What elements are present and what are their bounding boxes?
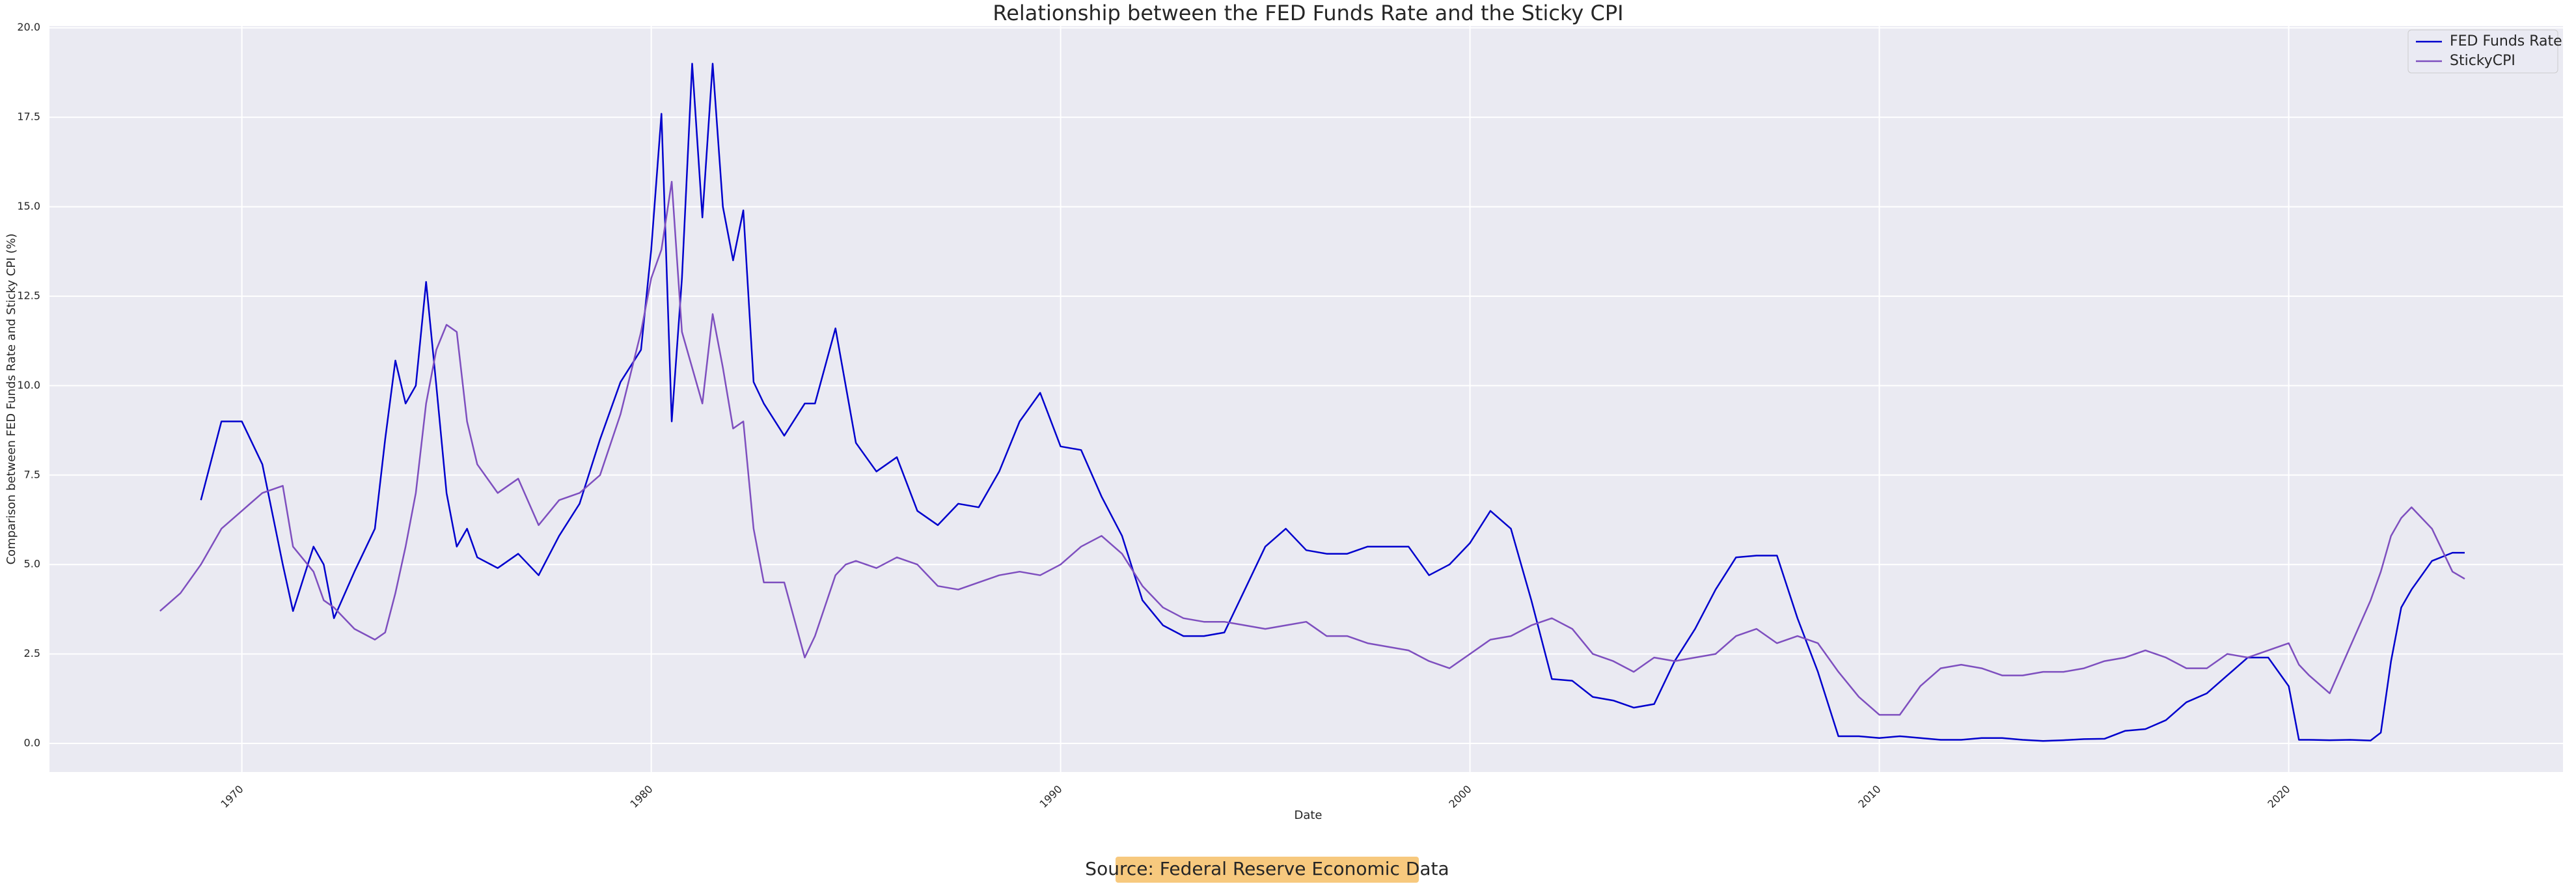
y-tick-label: 12.5 <box>17 289 40 301</box>
x-tick-label: 2020 <box>2265 783 2292 810</box>
x-tick-label: 1970 <box>218 783 245 810</box>
legend: FED Funds Rate StickyCPI <box>2407 29 2562 74</box>
y-tick-label: 15.0 <box>17 200 40 212</box>
source-box <box>1116 857 1419 883</box>
legend-label: FED Funds Rate <box>2450 33 2562 49</box>
x-tick-label: 1980 <box>627 783 655 810</box>
source-note: Source: Federal Reserve Economic Data <box>1085 858 1449 879</box>
x-axis-label: Date <box>1294 808 1322 822</box>
y-tick-label: 10.0 <box>17 379 40 391</box>
y-tick-label: 20.0 <box>17 21 40 33</box>
data-line <box>159 180 2465 716</box>
y-tick-label: 0.0 <box>24 737 40 749</box>
plot-area <box>49 26 2563 772</box>
legend-label: StickyCPI <box>2450 53 2515 69</box>
chart-title: Relationship between the FED Funds Rate … <box>993 1 1623 25</box>
y-tick-label: 2.5 <box>24 647 40 659</box>
x-tick-label: 2010 <box>1856 783 1883 810</box>
data-line <box>200 62 2465 742</box>
legend-box <box>2407 29 2558 74</box>
y-tick-label: 7.5 <box>24 468 40 480</box>
x-tick-label: 1990 <box>1037 783 1064 810</box>
x-tick-label: 2000 <box>1446 783 1473 810</box>
y-tick-label: 17.5 <box>17 111 40 123</box>
y-axis-label: Comparison between FED Funds Rate and St… <box>5 234 18 565</box>
y-tick-label: 5.0 <box>24 558 40 570</box>
